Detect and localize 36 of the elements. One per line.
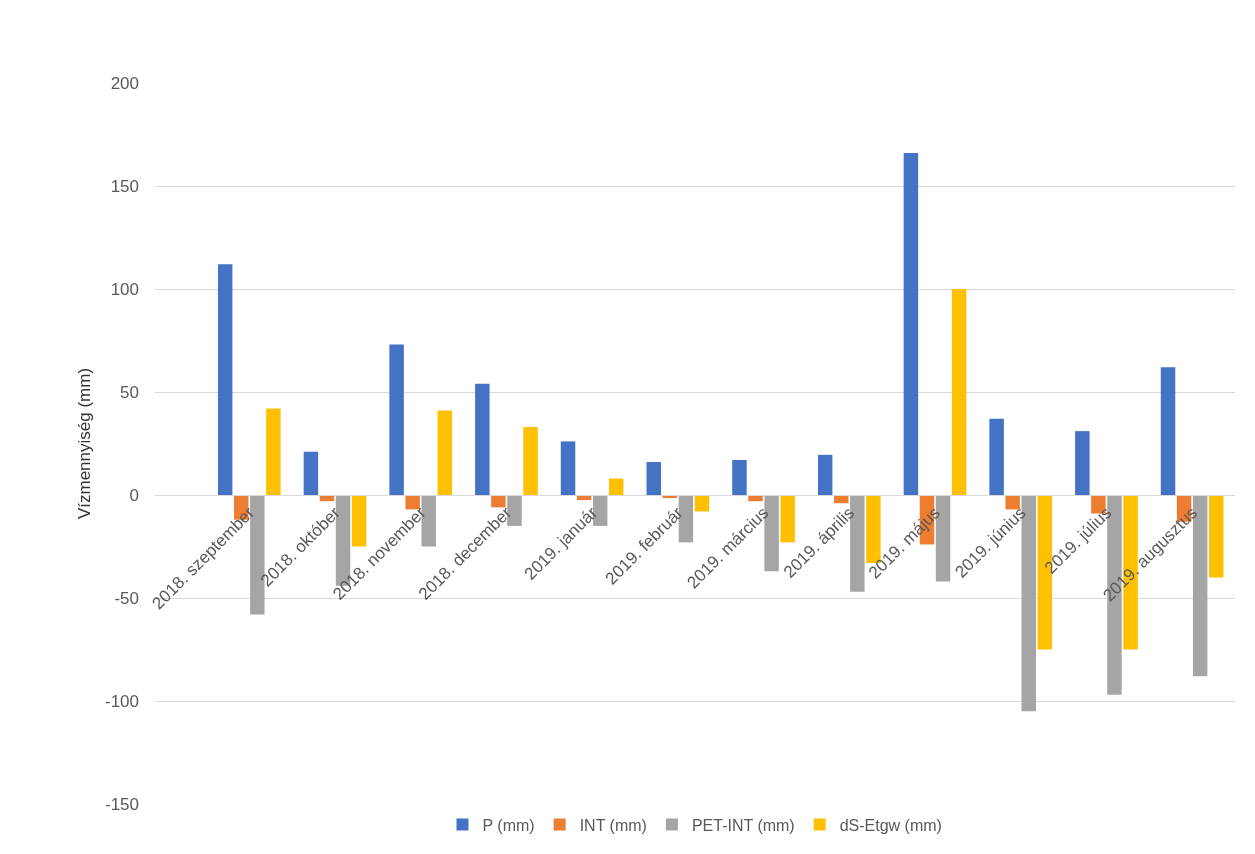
bar (351, 495, 367, 547)
legend-label: PET-INT (mm) (691, 816, 795, 834)
bar (1209, 495, 1224, 578)
bar (303, 451, 319, 495)
y-tick-label: -50 (114, 588, 139, 608)
y-tick-label: 150 (110, 176, 139, 196)
y-tick-label: -150 (104, 794, 139, 814)
legend-label: P (mm) (482, 816, 535, 834)
bar (560, 441, 576, 495)
bar (217, 264, 233, 495)
bar (780, 495, 795, 543)
bar (951, 289, 967, 495)
y-tick-label: 100 (110, 279, 139, 299)
bar (523, 427, 538, 495)
y-tick-label: -100 (104, 691, 139, 711)
bar (609, 478, 624, 495)
bar (1075, 431, 1090, 495)
bar (817, 454, 833, 495)
y-tick-label: 0 (129, 485, 139, 505)
bar (389, 344, 404, 495)
bar (491, 495, 506, 508)
bar (732, 459, 747, 495)
y-tick-label: 50 (120, 382, 139, 402)
bar (437, 410, 453, 495)
bar (1160, 367, 1176, 495)
bar (989, 418, 1004, 495)
bar (405, 495, 420, 510)
y-tick-label: 200 (110, 73, 139, 93)
y-axis-title: Vízmennyiség (mm) (74, 367, 94, 520)
legend-label: INT (mm) (579, 816, 647, 834)
legend-label: dS-Etgw (mm) (839, 816, 942, 834)
bar (646, 462, 661, 495)
bar (1005, 495, 1020, 510)
bar (475, 383, 490, 495)
bar (903, 153, 919, 495)
bar (266, 408, 281, 495)
